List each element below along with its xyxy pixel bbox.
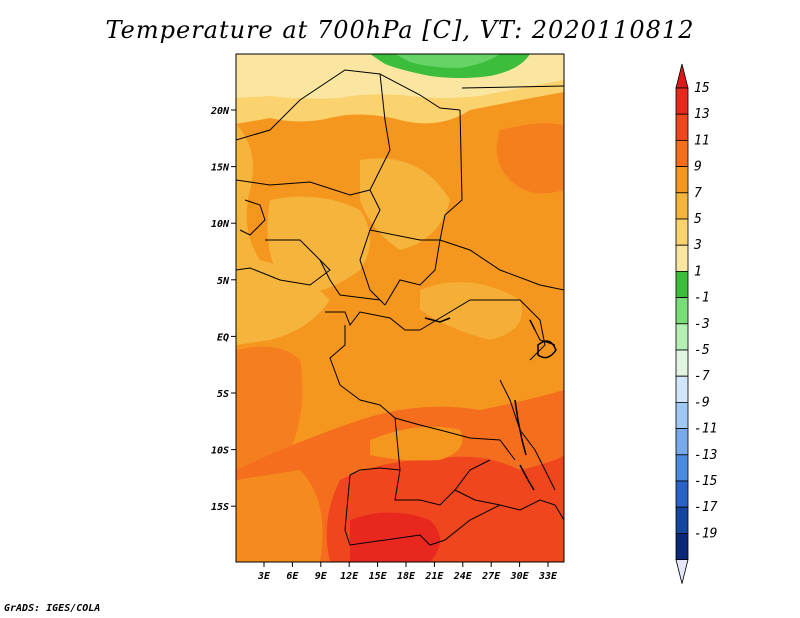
colorbar-label: 9 <box>694 160 702 175</box>
colorbar-swatch <box>675 506 689 534</box>
colorbar-swatch <box>675 192 689 220</box>
lon-tick-label: 27E <box>481 571 501 582</box>
lon-tick-label: 24E <box>453 571 473 582</box>
colorbar-swatch <box>675 349 689 377</box>
lon-tick-label: 6E <box>286 571 299 582</box>
colorbar-label: 5 <box>694 212 702 227</box>
colorbar-label: 7 <box>694 186 702 201</box>
colorbar-swatch <box>675 113 689 141</box>
colorbar-swatch <box>675 139 689 167</box>
lat-tick-label: EQ <box>217 332 229 343</box>
colorbar-label: 1 <box>694 264 702 279</box>
colorbar-swatch <box>675 87 689 115</box>
colorbar: 15 13 11 9 7 5 3 1 -1 -3 -5 -7 -9 -11 -13 -15 -17 -19 <box>675 63 718 584</box>
colorbar-label: 15 <box>694 81 710 96</box>
colorbar-label: -19 <box>694 526 717 541</box>
lat-tick-label: 15N <box>211 163 230 174</box>
lon-tick-label: 33E <box>538 571 558 582</box>
colorbar-label: -15 <box>694 474 718 489</box>
lat-tick-label: 5S <box>217 389 229 400</box>
colorbar-label: -11 <box>694 422 717 437</box>
colorbar-label: -17 <box>694 500 718 515</box>
colorbar-swatch <box>675 454 689 482</box>
lon-tick-label: 3E <box>257 571 271 582</box>
lon-tick-label: 9E <box>315 571 328 582</box>
lon-tick-label: 30E <box>510 571 530 582</box>
map-frame <box>235 53 565 563</box>
colorbar-label: -3 <box>694 317 710 332</box>
colorbar-label: 3 <box>693 238 702 253</box>
lat-tick-label: 20N <box>210 106 230 117</box>
grads-credit: GrADS: IGES/COLA <box>4 603 101 614</box>
colorbar-label: 13 <box>694 107 710 122</box>
colorbar-swatch <box>675 401 689 429</box>
colorbar-swatch <box>675 533 689 561</box>
temperature-field <box>236 54 564 562</box>
country-borders <box>236 69 564 546</box>
colorbar-swatch <box>675 375 689 403</box>
colorbar-label: -7 <box>694 369 710 384</box>
colorbar-max-arrow <box>675 63 689 89</box>
lakes <box>424 317 557 491</box>
lat-tick-label: 15S <box>211 502 229 513</box>
latitude-axis: 20N 15N 10N 5N EQ 5S 10S 15S <box>210 106 236 513</box>
lon-tick-label: 12E <box>340 571 359 582</box>
colorbar-swatch <box>675 244 689 272</box>
colorbar-swatch <box>675 297 689 325</box>
lon-tick-label: 15E <box>369 571 388 582</box>
colorbar-label: -5 <box>694 343 710 358</box>
lat-tick-label: 5N <box>217 276 230 287</box>
colorbar-min-arrow <box>675 559 689 584</box>
colorbar-label: 11 <box>694 133 710 148</box>
colorbar-swatch <box>675 480 689 508</box>
colorbar-label: -1 <box>694 291 710 306</box>
lon-tick-label: 18E <box>397 571 416 582</box>
colorbar-swatch <box>675 428 689 456</box>
colorbar-swatch <box>675 323 689 351</box>
map-title: Temperature at 700hPa [C], VT: 202011081… <box>105 16 695 44</box>
colorbar-label: -9 <box>694 395 710 410</box>
colorbar-swatch <box>675 270 689 298</box>
lat-tick-label: 10S <box>211 446 229 457</box>
colorbar-label: -13 <box>694 448 717 463</box>
longitude-axis: 3E 6E 9E 12E 15E 18E 21E 24E 27E 30E 33E <box>257 562 558 582</box>
lat-tick-label: 10N <box>211 219 230 230</box>
colorbar-swatch <box>675 218 689 246</box>
lon-tick-label: 21E <box>424 571 444 582</box>
colorbar-swatch <box>675 166 689 194</box>
